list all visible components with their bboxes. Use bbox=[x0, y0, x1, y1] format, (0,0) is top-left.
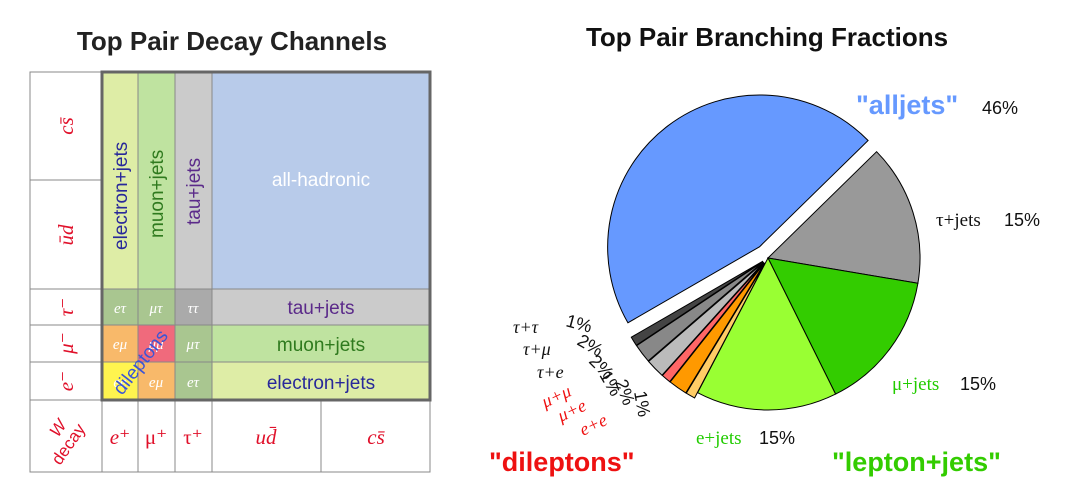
group-label-dileptons: "dileptons" bbox=[489, 447, 635, 477]
tau-jets-column-label: tau+jets bbox=[184, 158, 205, 225]
pie-slice-jets-1 bbox=[766, 150, 921, 284]
cell-tautau bbox=[175, 289, 212, 325]
electron-jets-row-bg bbox=[212, 362, 430, 400]
cell-mutau-2 bbox=[175, 325, 212, 362]
row-label-tau: τ⁻ bbox=[54, 298, 78, 317]
cell-etau-2 bbox=[175, 362, 212, 400]
slice-pct-ejets: 15% bbox=[759, 428, 795, 448]
pie-slice-e-e-4 bbox=[685, 262, 766, 399]
cell-label-ee: ee bbox=[113, 375, 127, 391]
cell-ee bbox=[102, 362, 138, 400]
row-label-mu: μ⁻ bbox=[54, 332, 78, 355]
pie-slice-slice-8-8 bbox=[635, 261, 764, 362]
slice-pct-taujets: 15% bbox=[1004, 210, 1040, 230]
slice-pct-ee: 1% bbox=[630, 389, 654, 418]
slice-label-alljets: "alljets" bbox=[856, 90, 958, 120]
cell-label-emu-2: eμ bbox=[149, 375, 164, 391]
slice-label-taumu: τ+μ bbox=[523, 339, 551, 359]
muon-jets-row-label: muon+jets bbox=[277, 335, 365, 356]
slice-pct-alljets: 46% bbox=[982, 98, 1018, 118]
all-hadronic-region bbox=[212, 72, 430, 289]
pie-slice-e-5 bbox=[669, 262, 766, 394]
decay-channel-table: Top Pair Decay Channels bbox=[29, 26, 432, 473]
pie-slice-labels: "alljets" 46% τ+jets 15% μ+jets 15% e+je… bbox=[513, 90, 1040, 449]
cell-label-tautau: ττ bbox=[188, 301, 199, 317]
cell-label-mumu: μμ bbox=[147, 337, 164, 353]
cell-mutau bbox=[138, 289, 175, 325]
electron-jets-column-label: electron+jets bbox=[111, 142, 132, 250]
pie-slice-slice-9-9 bbox=[630, 260, 764, 346]
column-label-ud: ud̄ bbox=[256, 425, 278, 449]
dilepton-slice-labels: τ+τ τ+μ τ+e μ+μ μ+e e+e bbox=[513, 317, 610, 440]
group-label-lepton-jets: "lepton+jets" bbox=[832, 447, 1001, 477]
pie-slice-jets-2 bbox=[767, 257, 919, 395]
slice-label-taue: τ+e bbox=[537, 362, 564, 382]
pie-slice-alljets-0 bbox=[607, 94, 869, 324]
slice-label-taujets: τ+jets bbox=[936, 210, 981, 231]
column-labels: e⁺ μ⁺ τ⁺ ud̄ cs̄ bbox=[110, 425, 386, 449]
slice-label-ejets: e+jets bbox=[696, 428, 742, 449]
column-label-tauplus: τ⁺ bbox=[183, 425, 203, 449]
pie-slice-e-jets-3 bbox=[696, 256, 837, 411]
cell-mumu bbox=[138, 325, 175, 362]
muon-jets-column-label: muon+jets bbox=[147, 150, 168, 238]
cell-label-mutau: μτ bbox=[149, 301, 164, 317]
electron-jets-column-bg bbox=[102, 72, 138, 289]
slice-pct-mujets: 15% bbox=[960, 374, 996, 394]
column-label-muplus: μ⁺ bbox=[145, 425, 167, 449]
column-label-eplus: e⁺ bbox=[110, 425, 130, 449]
row-label-cs: cs̄ bbox=[54, 116, 78, 134]
pie-slice-e-7 bbox=[647, 261, 765, 376]
table-title: Top Pair Decay Channels bbox=[77, 26, 387, 56]
corner-label: W decay bbox=[46, 415, 90, 469]
muon-jets-row-bg bbox=[212, 325, 430, 362]
branching-fraction-pie: Top Pair Branching Fractions "alljets" 4… bbox=[489, 22, 1040, 477]
tau-jets-row-label: tau+jets bbox=[287, 298, 354, 319]
electron-jets-row-label: electron+jets bbox=[267, 373, 375, 394]
slice-label-mujets: μ+jets bbox=[892, 374, 939, 395]
row-label-ud: ūd bbox=[54, 224, 78, 246]
cell-label-emu: eμ bbox=[113, 337, 128, 353]
cell-labels: eτ μτ ττ eμ μμ μτ ee eμ eτ bbox=[113, 301, 200, 391]
cell-label-etau-2: eτ bbox=[187, 375, 200, 391]
cell-label-mutau-2: μτ bbox=[186, 337, 201, 353]
row-labels: cs̄ ūd τ⁻ μ⁻ e⁻ bbox=[54, 116, 78, 391]
cell-emu-2 bbox=[138, 362, 175, 400]
all-hadronic-label: all-hadronic bbox=[272, 170, 370, 191]
muon-jets-column-bg bbox=[138, 72, 175, 289]
cell-label-etau: eτ bbox=[114, 301, 127, 317]
row-label-e: e⁻ bbox=[54, 371, 78, 391]
pie-slice-slice-6-6 bbox=[661, 262, 765, 383]
cell-etau bbox=[102, 289, 138, 325]
column-label-cs: cs̄ bbox=[367, 425, 385, 449]
pie-slices bbox=[607, 94, 921, 411]
ttbar-frame bbox=[100, 70, 432, 402]
tau-jets-row-bg bbox=[212, 289, 430, 325]
slice-label-tautau: τ+τ bbox=[513, 317, 539, 337]
cell-emu bbox=[102, 325, 138, 362]
pie-title: Top Pair Branching Fractions bbox=[586, 22, 948, 52]
tau-jets-column-bg bbox=[175, 72, 212, 289]
